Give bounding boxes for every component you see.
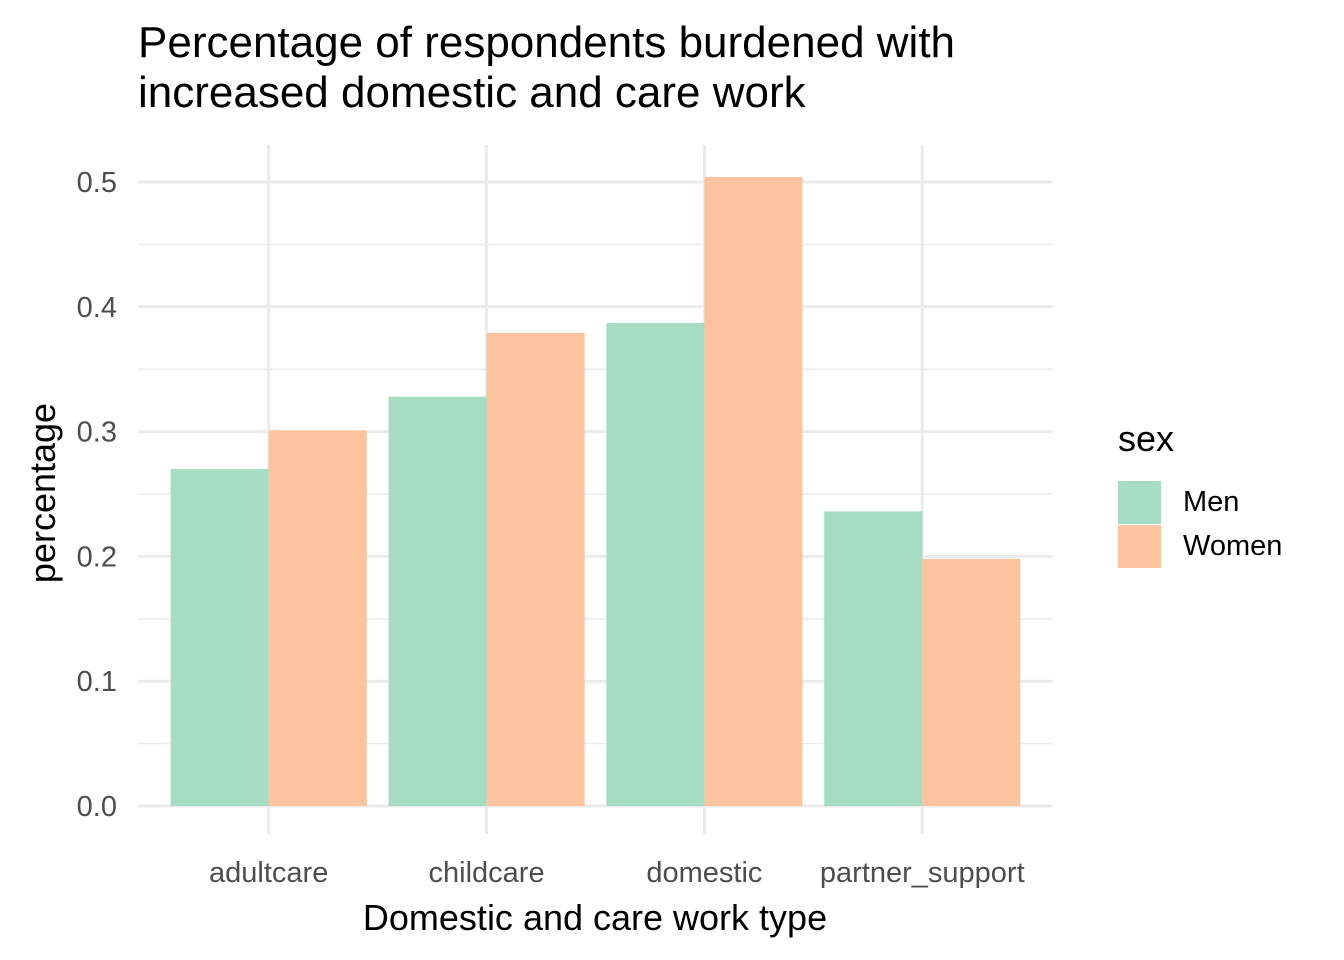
- x-tick-label: childcare: [429, 857, 545, 889]
- y-axis-title: percentage: [22, 403, 63, 583]
- y-tick-label: 0.4: [77, 292, 117, 324]
- legend-swatch-women: [1118, 524, 1161, 568]
- bar-women-childcare: [486, 333, 585, 806]
- legend: sex Men Women: [1118, 418, 1282, 568]
- y-axis-ticks: 0.0 0.1 0.2 0.3 0.4 0.5: [77, 167, 117, 823]
- bar-men-childcare: [388, 396, 487, 806]
- bars: [170, 177, 1021, 806]
- x-axis-ticks: adultcare childcare domestic partner_suppor…: [209, 857, 1025, 889]
- legend-label-women: Women: [1183, 529, 1283, 562]
- chart-title-line-1: Percentage of respondents burdened with: [138, 18, 956, 67]
- bar-women-partner-support: [922, 558, 1021, 806]
- x-tick-label: partner_support: [820, 857, 1025, 889]
- y-tick-label: 0.3: [77, 417, 117, 449]
- legend-title: sex: [1118, 418, 1175, 459]
- bar-men-adultcare: [170, 469, 269, 806]
- legend-swatch-men: [1118, 480, 1161, 524]
- bar-men-domestic: [606, 323, 705, 806]
- x-tick-label: adultcare: [209, 857, 328, 889]
- y-tick-label: 0.5: [77, 167, 117, 199]
- legend-label-men: Men: [1183, 485, 1240, 518]
- bar-women-adultcare: [268, 430, 367, 806]
- y-tick-label: 0.1: [77, 666, 117, 698]
- y-tick-label: 0.0: [77, 791, 117, 823]
- chart-title-line-2: increased domestic and care work: [138, 68, 806, 117]
- bar-men-partner-support: [824, 511, 923, 806]
- chart-title: Percentage of respondents burdened with …: [138, 18, 955, 118]
- bar-women-domestic: [704, 177, 803, 806]
- legend-item-women: Women: [1118, 524, 1282, 568]
- legend-item-men: Men: [1118, 480, 1282, 524]
- x-axis-title: Domestic and care work type: [363, 897, 827, 938]
- y-tick-label: 0.2: [77, 541, 117, 573]
- x-tick-label: domestic: [646, 857, 762, 889]
